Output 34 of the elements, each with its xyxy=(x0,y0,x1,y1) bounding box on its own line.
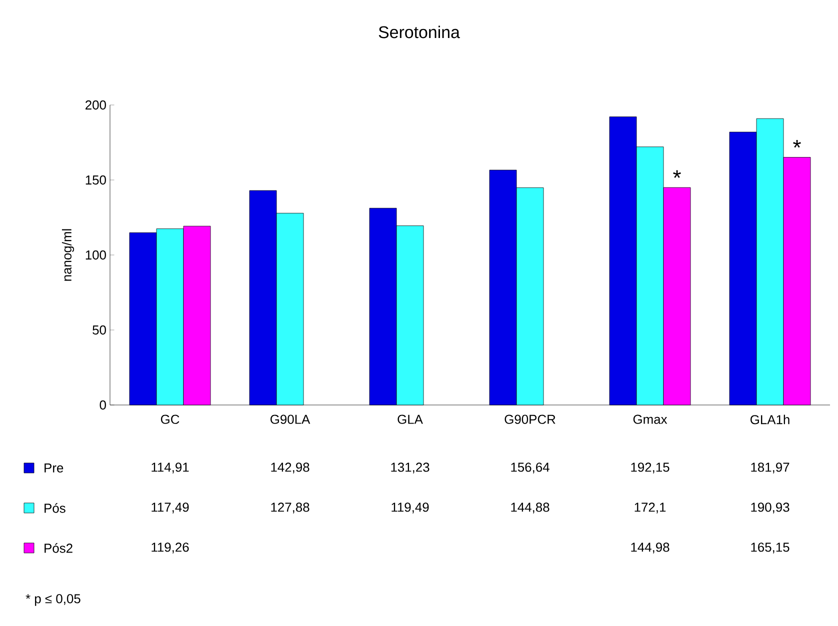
data-label: 190,93 xyxy=(751,502,790,514)
y-tick-label: 0 xyxy=(100,400,106,410)
data-label: 131,23 xyxy=(391,462,430,474)
data-label: 156,64 xyxy=(511,462,550,474)
x-tick-label: GC xyxy=(160,414,180,424)
x-tick-label: Gmax xyxy=(633,414,668,424)
data-label: 172,1 xyxy=(634,502,666,514)
y-tick-label: 200 xyxy=(86,100,106,110)
x-tick-label: G90PCR xyxy=(504,414,556,424)
data-label: 117,49 xyxy=(152,502,189,514)
x-tick-label: GLA1h xyxy=(750,414,790,424)
y-tick-label: 50 xyxy=(92,325,106,335)
data-label: 114,91 xyxy=(152,462,189,474)
data-label: 181,97 xyxy=(751,462,790,474)
data-label: 119,26 xyxy=(152,542,189,554)
y-axis-title: nanog/ml xyxy=(62,229,74,281)
chart-title: Serotonina xyxy=(378,26,460,38)
data-label: 127,88 xyxy=(271,502,310,514)
text: * p ≤ 0,05 xyxy=(26,594,80,606)
data-label: 192,15 xyxy=(631,462,670,474)
y-tick-label: 150 xyxy=(86,175,106,185)
legend-label: Pós2 xyxy=(44,543,72,553)
x-tick-label: G90LA xyxy=(270,414,310,424)
annotation: * xyxy=(673,170,681,178)
legend-label: Pre xyxy=(44,463,64,473)
annotation: * xyxy=(793,140,801,148)
legend-label: Pós xyxy=(44,503,66,513)
data-label: 119,49 xyxy=(392,502,429,514)
x-tick-label: GLA xyxy=(398,414,423,424)
y-tick-label: 100 xyxy=(86,250,106,260)
data-label: 165,15 xyxy=(751,542,790,554)
data-label: 142,98 xyxy=(271,462,310,474)
data-label: 144,88 xyxy=(511,502,550,514)
data-label: 144,98 xyxy=(631,542,670,554)
